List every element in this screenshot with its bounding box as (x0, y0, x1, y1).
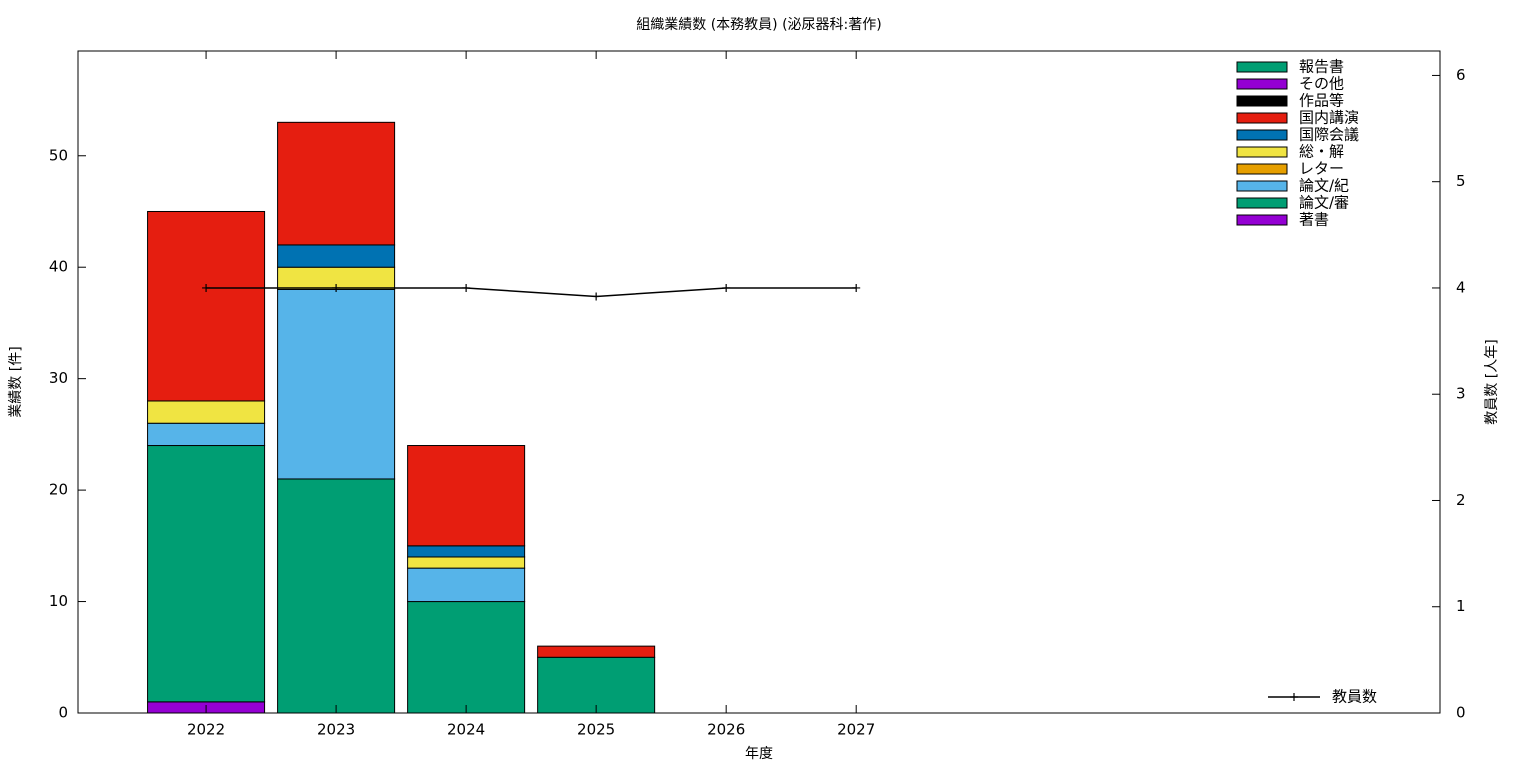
bar-segment (147, 445, 266, 703)
y-tick-label: 0 (58, 704, 68, 722)
legend-label: 総・解 (1299, 143, 1344, 161)
x-tick-label: 2026 (707, 721, 745, 739)
bar-segment (277, 478, 396, 714)
y2-tick-label: 6 (1456, 66, 1466, 84)
legend-swatch (1236, 197, 1288, 209)
bar-segment (407, 556, 526, 569)
legend-label: 論文/審 (1299, 194, 1349, 212)
y-tick-label: 30 (49, 369, 68, 387)
y2-tick-label: 3 (1456, 385, 1466, 403)
legend-swatch (1236, 129, 1288, 141)
bar-segment (407, 445, 526, 547)
legend-swatch (1236, 112, 1288, 124)
legend-label: レター (1299, 160, 1344, 178)
x-tick-label: 2024 (447, 721, 485, 739)
y-tick-label: 10 (49, 592, 68, 610)
point-marker (722, 283, 731, 292)
legend-swatch (1236, 146, 1288, 158)
bar-segment (277, 288, 396, 480)
legend-swatch (1236, 214, 1288, 226)
legend-label: 作品等 (1299, 92, 1344, 110)
legend-label: 著書 (1299, 211, 1329, 229)
plot-frame (77, 50, 1441, 714)
bar-segment (537, 645, 656, 658)
y-tick-label: 50 (49, 146, 68, 164)
legend-label: 国内講演 (1299, 109, 1359, 127)
line-series (206, 287, 857, 298)
legend-swatch (1236, 163, 1288, 175)
point-marker (852, 283, 861, 292)
bar-segment (407, 601, 526, 714)
x-tick-label: 2027 (837, 721, 875, 739)
point-marker (202, 283, 211, 292)
x-tick-label: 2022 (187, 721, 225, 739)
legend-label: 報告書 (1299, 58, 1344, 76)
point-marker (592, 292, 601, 301)
y2-tick-label: 1 (1456, 597, 1466, 615)
x-axis-label: 年度 (745, 746, 773, 762)
legend-swatch (1236, 180, 1288, 192)
legend-swatch (1236, 95, 1288, 107)
legend-swatch (1236, 61, 1288, 73)
legend-label: その他 (1299, 75, 1344, 93)
bar-segment (147, 400, 266, 424)
y2-tick-label: 4 (1456, 278, 1466, 296)
chart-title: 組織業績数 (本務教員) (泌尿器科:著作) (636, 17, 881, 33)
y-tick-label: 40 (49, 258, 68, 276)
legend-label: 論文/紀 (1299, 177, 1349, 195)
legend-swatch (1236, 78, 1288, 90)
point-marker (462, 283, 471, 292)
bar-segment (147, 422, 266, 447)
y2-axis-label: 教員数 [人年] (1484, 339, 1500, 424)
y-axis-label: 業績数 [件] (8, 346, 24, 417)
bar-segment (537, 656, 656, 714)
x-tick-label: 2025 (577, 721, 615, 739)
y2-tick-label: 0 (1456, 704, 1466, 722)
bar-segment (407, 567, 526, 603)
legend-label: 教員数 (1332, 688, 1377, 706)
bar-segment (407, 545, 526, 558)
legend-label: 国際会議 (1299, 126, 1359, 144)
point-marker (332, 283, 341, 292)
y2-tick-label: 5 (1456, 172, 1466, 190)
bar-segment (277, 121, 396, 246)
y2-tick-label: 2 (1456, 491, 1466, 509)
bar-segment (147, 210, 266, 402)
legend-marker (1290, 693, 1298, 701)
bar-segment (277, 244, 396, 268)
x-tick-label: 2023 (317, 721, 355, 739)
y-tick-label: 20 (49, 481, 68, 499)
